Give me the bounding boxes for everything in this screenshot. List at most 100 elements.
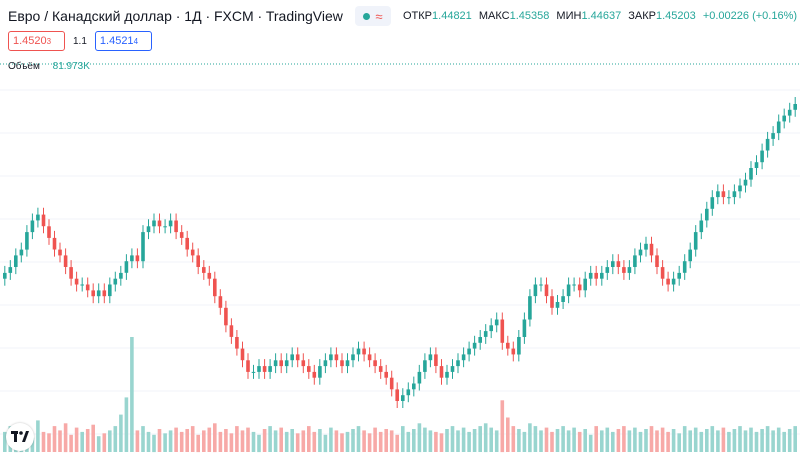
volume-bar <box>522 431 527 452</box>
candle-body <box>710 197 715 209</box>
volume-bar <box>340 433 344 452</box>
candle-body <box>423 360 427 372</box>
volume-bar <box>583 429 587 452</box>
volume-bar <box>677 433 681 452</box>
candle-body <box>257 366 261 372</box>
volume-bar <box>312 431 317 452</box>
candle-body <box>616 261 621 267</box>
candle-body <box>329 354 333 361</box>
candle-body <box>58 249 62 256</box>
volume-bar <box>41 431 46 452</box>
volume-bar <box>202 430 206 452</box>
candle-body <box>765 138 770 151</box>
volume-bar <box>528 423 532 453</box>
volume-bar <box>179 431 184 452</box>
volume-bar <box>251 431 256 452</box>
candle-body <box>3 272 7 279</box>
candle-body <box>688 249 692 262</box>
volume-bar <box>782 431 786 452</box>
volume-legend: Объём 81.973K <box>8 61 90 72</box>
volume-bar <box>384 429 388 452</box>
candle-body <box>85 284 90 291</box>
volume-bar <box>30 437 35 452</box>
volume-bar <box>240 430 245 452</box>
candle-body <box>682 261 687 273</box>
volume-bar <box>561 426 565 452</box>
candle-body <box>705 208 709 221</box>
volume-bar <box>218 431 223 452</box>
volume-bar <box>682 426 687 452</box>
candle-body <box>196 255 200 267</box>
volume-bar <box>295 433 300 452</box>
volume-bar <box>494 430 499 452</box>
volume-bar <box>660 427 665 452</box>
candle-body <box>600 272 604 279</box>
volume-bar <box>594 426 598 452</box>
volume-bar <box>85 429 90 452</box>
candle-body <box>345 360 350 367</box>
candle-body <box>743 179 748 186</box>
volume-bar <box>96 436 101 452</box>
candle-body <box>412 383 416 390</box>
candle-body <box>644 243 648 250</box>
symbol-title[interactable]: Евро / Канадский доллар · 1Д · FXCM · Tr… <box>8 8 343 24</box>
sell-price-pip: 3 <box>46 36 52 46</box>
volume-bar <box>257 434 261 453</box>
chart-header: Евро / Канадский доллар · 1Д · FXCM · Tr… <box>0 0 800 30</box>
volume-bar <box>461 427 466 452</box>
volume-bar <box>710 426 715 452</box>
candle-body <box>235 337 239 349</box>
candle-body <box>716 191 720 198</box>
volume-bar <box>318 429 322 452</box>
candle-body <box>611 261 615 267</box>
volume-bar <box>373 427 377 452</box>
volume-bar <box>539 430 543 452</box>
volume-bar <box>58 430 62 452</box>
high-label: МАКС <box>478 10 510 22</box>
candle-body <box>262 366 267 372</box>
candle-body <box>666 278 670 285</box>
volume-bar <box>91 424 95 452</box>
volume-bar <box>688 430 692 452</box>
buy-button[interactable]: 1.4521 4 <box>94 31 152 51</box>
volume-bar <box>566 430 571 452</box>
sell-button[interactable]: 1.4520 3 <box>8 31 65 51</box>
candle-body <box>699 220 704 233</box>
volume-bar <box>627 430 632 452</box>
volume-bar <box>616 429 621 452</box>
candle-body <box>467 348 471 355</box>
candlesticks <box>3 97 797 408</box>
candle-body <box>301 360 306 367</box>
volume-bar <box>406 431 411 452</box>
candle-body <box>511 348 516 355</box>
volume-bar <box>323 434 328 453</box>
candle-body <box>113 278 118 285</box>
volume-bar <box>273 430 278 452</box>
candle-body <box>483 331 488 337</box>
candle-body <box>450 366 455 372</box>
tradingview-logo-icon[interactable] <box>6 423 34 451</box>
volume-bar <box>732 429 737 452</box>
volume-bar <box>423 427 427 452</box>
candle-body <box>539 284 543 286</box>
candle-body <box>528 296 532 320</box>
candle-body <box>185 237 189 250</box>
volume-bar <box>3 431 7 452</box>
volume-bar <box>301 430 306 452</box>
volume-bar <box>588 434 593 453</box>
candle-body <box>14 255 18 267</box>
candle-body <box>295 354 300 361</box>
market-status[interactable]: ≈ <box>355 6 391 26</box>
chart-grid <box>0 89 800 435</box>
data-delay-icon: ≈ <box>375 8 383 24</box>
candle-body <box>472 342 477 349</box>
volume-bar <box>135 430 140 452</box>
volume-bar <box>351 429 355 452</box>
candle-body <box>671 278 676 285</box>
candle-body <box>782 115 786 122</box>
candle-body <box>749 168 753 180</box>
candle-body <box>69 267 73 279</box>
candle-body <box>41 214 46 227</box>
volume-bar <box>362 430 366 452</box>
